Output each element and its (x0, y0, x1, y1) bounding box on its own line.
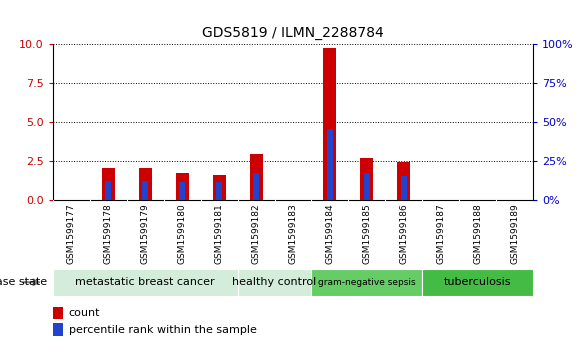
Bar (142, 181, 148, 200)
Text: GSM1599180: GSM1599180 (178, 203, 186, 264)
Bar (401, 176, 407, 200)
Bar (176, 173, 189, 200)
Bar (213, 175, 226, 200)
Text: count: count (69, 308, 100, 318)
Text: GSM1599178: GSM1599178 (104, 203, 113, 264)
Bar (237, 269, 312, 296)
Text: GSM1599188: GSM1599188 (473, 203, 482, 264)
Text: GSM1599182: GSM1599182 (251, 203, 261, 264)
Bar (139, 168, 152, 200)
Text: disease state: disease state (0, 277, 47, 287)
Bar (216, 183, 222, 200)
Text: GSM1599177: GSM1599177 (67, 203, 76, 264)
Bar (423, 269, 533, 296)
Text: GSM1599189: GSM1599189 (510, 203, 519, 264)
Text: GSM1599187: GSM1599187 (437, 203, 445, 264)
Text: GSM1599184: GSM1599184 (325, 203, 335, 264)
Bar (360, 158, 373, 200)
Text: GSM1599186: GSM1599186 (400, 203, 408, 264)
Bar (53, 269, 237, 296)
Bar (327, 129, 333, 200)
Bar (179, 183, 185, 200)
Text: healthy control: healthy control (233, 277, 316, 287)
Text: GSM1599185: GSM1599185 (362, 203, 372, 264)
Title: GDS5819 / ILMN_2288784: GDS5819 / ILMN_2288784 (202, 26, 384, 40)
Text: GSM1599181: GSM1599181 (214, 203, 224, 264)
Text: gram-negative sepsis: gram-negative sepsis (318, 278, 415, 287)
Text: metastatic breast cancer: metastatic breast cancer (76, 277, 215, 287)
Bar (253, 173, 259, 200)
Text: GSM1599179: GSM1599179 (141, 203, 149, 264)
Bar (53, 307, 63, 319)
Bar (250, 154, 263, 200)
Bar (53, 323, 63, 336)
Text: tuberculosis: tuberculosis (444, 277, 512, 287)
Bar (323, 48, 336, 200)
Bar (105, 181, 111, 200)
Text: percentile rank within the sample: percentile rank within the sample (69, 325, 257, 335)
Bar (397, 162, 410, 200)
Bar (364, 173, 370, 200)
Bar (312, 269, 423, 296)
Bar (102, 168, 115, 200)
Text: GSM1599183: GSM1599183 (288, 203, 298, 264)
